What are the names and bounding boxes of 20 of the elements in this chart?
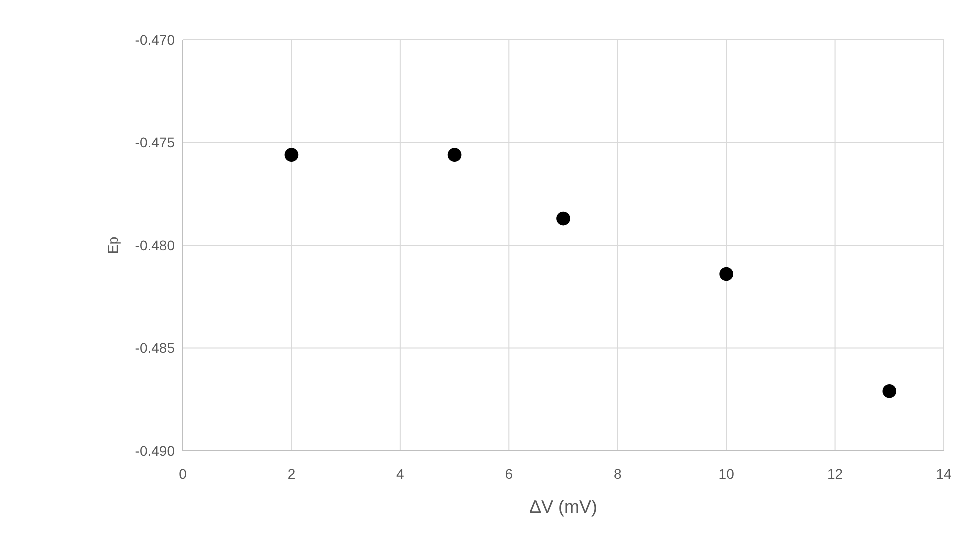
x-tick-label: 4 xyxy=(396,466,405,482)
x-tick-label: 10 xyxy=(718,466,735,482)
y-axis-title: Ep xyxy=(105,236,121,254)
x-tick-label: 0 xyxy=(179,466,188,482)
point xyxy=(284,148,299,162)
y-tick-label: -0.470 xyxy=(135,32,176,48)
y-tick-label: -0.485 xyxy=(135,340,176,356)
x-tick-label: 14 xyxy=(936,466,952,482)
point xyxy=(720,267,734,282)
y-tick-label: -0.480 xyxy=(135,237,176,254)
point xyxy=(448,148,462,162)
point xyxy=(556,212,570,226)
point xyxy=(882,384,897,398)
x-tick-label: 12 xyxy=(827,466,844,482)
y-tick-label: -0.475 xyxy=(135,134,176,151)
y-tick-label: -0.490 xyxy=(135,442,176,459)
x-axis-title: ΔV (mV) xyxy=(529,497,598,517)
x-tick-label: 6 xyxy=(505,466,514,482)
x-tick-label: 8 xyxy=(614,466,622,482)
x-tick-label: 2 xyxy=(288,466,296,482)
